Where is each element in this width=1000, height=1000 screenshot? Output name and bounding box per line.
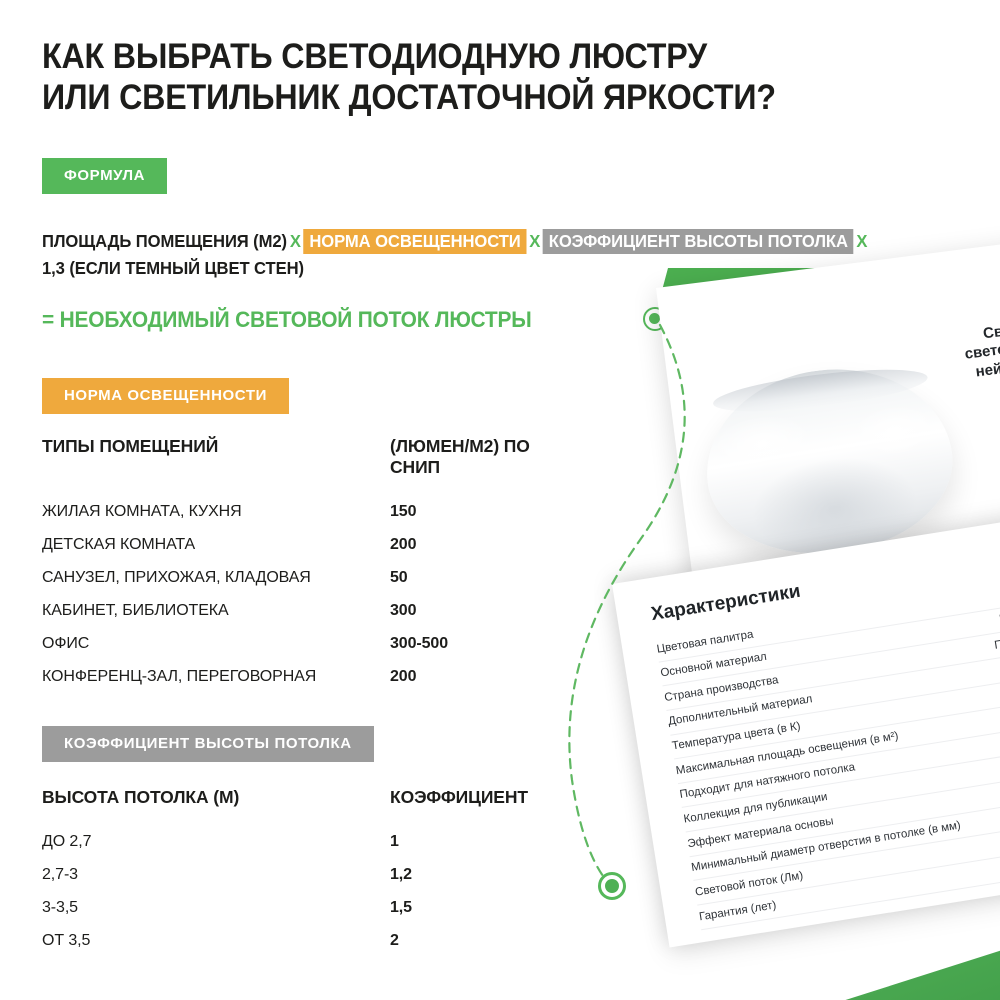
table-row: ДО 2,7 1 — [42, 825, 542, 858]
room-lumen-value: 150 — [390, 502, 417, 520]
ceiling-coefficient: 1 — [390, 832, 399, 850]
badge-formula: ФОРМУЛА — [42, 158, 168, 194]
formula-multiply-3: X — [856, 231, 868, 251]
coefficient-header-col-2: КОЭФФИЦИЕНТ — [390, 787, 528, 807]
ceiling-height: ОТ 3,5 — [42, 931, 91, 949]
connector-end-dot-icon — [598, 872, 626, 900]
room-type: ДЕТСКАЯ КОМНАТА — [42, 535, 196, 553]
illumination-table-header: ТИПЫ ПОМЕЩЕНИЙ (ЛЮМЕН/М2) ПО СНиП — [42, 436, 542, 495]
table-row: КОНФЕРЕНЦ-ЗАЛ, ПЕРЕГОВОРНАЯ 200 — [42, 660, 542, 693]
table-row: ДЕТСКАЯ КОМНАТА 200 — [42, 528, 542, 561]
ceiling-height: ДО 2,7 — [42, 832, 92, 850]
ceiling-coefficient: 1,5 — [390, 898, 412, 916]
room-type: КОНФЕРЕНЦ-ЗАЛ, ПЕРЕГОВОРНАЯ — [42, 667, 317, 685]
formula-part-area: ПЛОЩАДЬ ПОМЕЩЕНИЯ (М2) — [42, 231, 287, 251]
room-type: КАБИНЕТ, БИБЛИОТЕКА — [42, 601, 229, 619]
room-type: ОФИС — [42, 634, 90, 652]
page-title-line-2: ИЛИ СВЕТИЛЬНИК ДОСТАТОЧНОЙ ЯРКОСТИ? — [42, 78, 776, 118]
coefficient-table-header: ВЫСОТА ПОТОЛКА (М) КОЭФФИЦИЕНТ — [42, 787, 542, 825]
page-title: КАК ВЫБРАТЬ СВЕТОДИОДНУЮ ЛЮСТРУ ИЛИ СВЕТ… — [42, 36, 796, 119]
illumination-header-col-1: ТИПЫ ПОМЕЩЕНИЙ — [42, 436, 219, 456]
formula-multiply-2: X — [529, 231, 541, 251]
table-row: ОТ 3,5 2 — [42, 924, 542, 957]
room-lumen-value: 200 — [390, 535, 417, 553]
table-row: ЖИЛАЯ КОМНАТА, КУХНЯ 150 — [42, 495, 542, 528]
table-row: 3-3,5 1,5 — [42, 891, 542, 924]
formula-part-dark-walls: 1,3 (ЕСЛИ ТЕМНЫЙ ЦВЕТ СТЕН) — [42, 258, 304, 279]
page-title-line-1: КАК ВЫБРАТЬ СВЕТОДИОДНУЮ ЛЮСТРУ — [42, 37, 707, 76]
formula-part-illumination: НОРМА ОСВЕЩЕННОСТИ — [303, 229, 527, 254]
room-lumen-value: 200 — [390, 667, 417, 685]
table-row: КАБИНЕТ, БИБЛИОТЕКА 300 — [42, 594, 542, 627]
table-row: ОФИС 300-500 — [42, 627, 542, 660]
formula-part-coefficient: КОЭФФИЦИЕНТ ВЫСОТЫ ПОТОЛКА — [543, 229, 854, 254]
room-lumen-value: 300-500 — [390, 634, 449, 652]
ceiling-height: 2,7-3 — [42, 865, 78, 883]
formula-result: = НЕОБХОДИМЫЙ СВЕТОВОЙ ПОТОК ЛЮСТРЫ — [42, 307, 532, 332]
formula-multiply-1: X — [289, 231, 301, 251]
ceiling-coefficient: 2 — [390, 931, 399, 949]
room-lumen-value: 50 — [390, 568, 408, 586]
room-type: САНУЗЕЛ, ПРИХОЖАЯ, КЛАДОВАЯ — [42, 568, 311, 586]
formula-expression: ПЛОЩАДЬ ПОМЕЩЕНИЯ (М2) X НОРМА ОСВЕЩЕННОСТ… — [42, 228, 926, 282]
table-row: САНУЗЕЛ, ПРИХОЖАЯ, КЛАДОВАЯ 50 — [42, 561, 542, 594]
table-row: 2,7-3 1,2 — [42, 858, 542, 891]
badge-ceiling-coefficient: КОЭФФИЦИЕНТ ВЫСОТЫ ПОТОЛКА — [42, 726, 374, 762]
illumination-header-col-2: (ЛЮМЕН/М2) ПО СНиП — [390, 436, 530, 477]
ceiling-coefficient: 1,2 — [390, 865, 412, 883]
room-type: ЖИЛАЯ КОМНАТА, КУХНЯ — [42, 502, 242, 520]
ceiling-height: 3-3,5 — [42, 898, 78, 916]
illumination-table: ТИПЫ ПОМЕЩЕНИЙ (ЛЮМЕН/М2) ПО СНиП ЖИЛАЯ … — [42, 436, 542, 693]
coefficient-header-col-1: ВЫСОТА ПОТОЛКА (М) — [42, 787, 240, 807]
coefficient-table: ВЫСОТА ПОТОЛКА (М) КОЭФФИЦИЕНТ ДО 2,7 1 … — [42, 787, 542, 957]
room-lumen-value: 300 — [390, 601, 417, 619]
badge-illumination-norm: НОРМА ОСВЕЩЕННОСТИ — [42, 378, 289, 414]
